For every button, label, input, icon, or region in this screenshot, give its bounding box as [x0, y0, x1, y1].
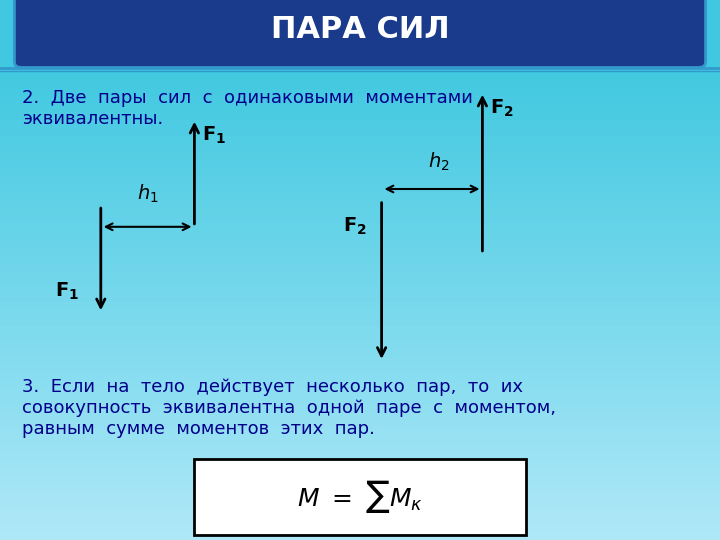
Bar	[0, 294, 720, 302]
Bar	[0, 136, 720, 144]
Bar	[0, 374, 720, 382]
Text: ПАРА СИЛ: ПАРА СИЛ	[271, 15, 449, 44]
Bar	[0, 89, 720, 97]
Bar	[0, 160, 720, 168]
Bar	[0, 80, 720, 89]
Bar	[0, 524, 720, 532]
Bar	[0, 239, 720, 247]
Bar	[0, 128, 720, 136]
Bar	[0, 469, 720, 477]
Text: $\mathbf{F_1}$: $\mathbf{F_1}$	[55, 281, 79, 302]
Bar	[0, 302, 720, 310]
Bar	[0, 318, 720, 326]
Bar	[0, 492, 720, 501]
Bar	[0, 532, 720, 540]
Bar	[0, 453, 720, 461]
Bar	[0, 263, 720, 271]
Bar	[0, 247, 720, 255]
Bar	[0, 437, 720, 445]
Bar	[0, 255, 720, 263]
Bar	[0, 358, 720, 366]
Bar	[0, 484, 720, 492]
Text: $h_1$: $h_1$	[137, 183, 158, 205]
Bar	[0, 152, 720, 160]
Bar	[0, 279, 720, 287]
Bar	[0, 382, 720, 389]
Bar	[0, 144, 720, 152]
Text: 2.  Две  пары  сил  с  одинаковыми  моментами
эквивалентны.: 2. Две пары сил с одинаковыми моментами …	[22, 89, 472, 128]
Bar	[0, 429, 720, 437]
Bar	[0, 366, 720, 374]
Bar	[0, 334, 720, 342]
Bar	[0, 342, 720, 350]
Bar	[0, 413, 720, 421]
Bar	[0, 516, 720, 524]
Bar	[0, 389, 720, 397]
Bar	[0, 192, 720, 199]
Bar	[0, 120, 720, 128]
Bar	[0, 199, 720, 207]
Bar	[0, 176, 720, 184]
Text: 3.  Если  на  тело  действует  несколько  пар,  то  их
совокупность  эквивалентн: 3. Если на тело действует несколько пар,…	[22, 378, 556, 437]
Bar	[0, 421, 720, 429]
Bar	[0, 112, 720, 120]
Text: $\mathbf{F_1}$: $\mathbf{F_1}$	[202, 124, 226, 146]
Bar	[0, 231, 720, 239]
Bar	[0, 310, 720, 318]
Bar	[0, 104, 720, 112]
Text: $h_2$: $h_2$	[428, 151, 450, 173]
FancyBboxPatch shape	[14, 0, 706, 68]
Bar	[0, 406, 720, 413]
Bar	[0, 501, 720, 508]
Bar	[0, 445, 720, 453]
Bar	[0, 271, 720, 279]
FancyBboxPatch shape	[194, 459, 526, 535]
Bar	[0, 65, 720, 73]
Bar	[0, 97, 720, 104]
Bar	[0, 223, 720, 231]
Bar	[0, 184, 720, 192]
Bar	[0, 287, 720, 294]
Bar	[0, 326, 720, 334]
Bar	[0, 461, 720, 469]
Bar	[0, 350, 720, 358]
Bar	[0, 215, 720, 223]
Bar	[0, 168, 720, 176]
Bar	[0, 207, 720, 215]
Text: $M\ =\ \sum M_\kappa$: $M\ =\ \sum M_\kappa$	[297, 478, 423, 515]
Bar	[0, 508, 720, 516]
Bar	[0, 397, 720, 406]
Bar	[0, 73, 720, 80]
Bar	[0, 477, 720, 484]
Text: $\mathbf{F_2}$: $\mathbf{F_2}$	[343, 216, 367, 238]
Text: $\mathbf{F_2}$: $\mathbf{F_2}$	[490, 97, 513, 119]
